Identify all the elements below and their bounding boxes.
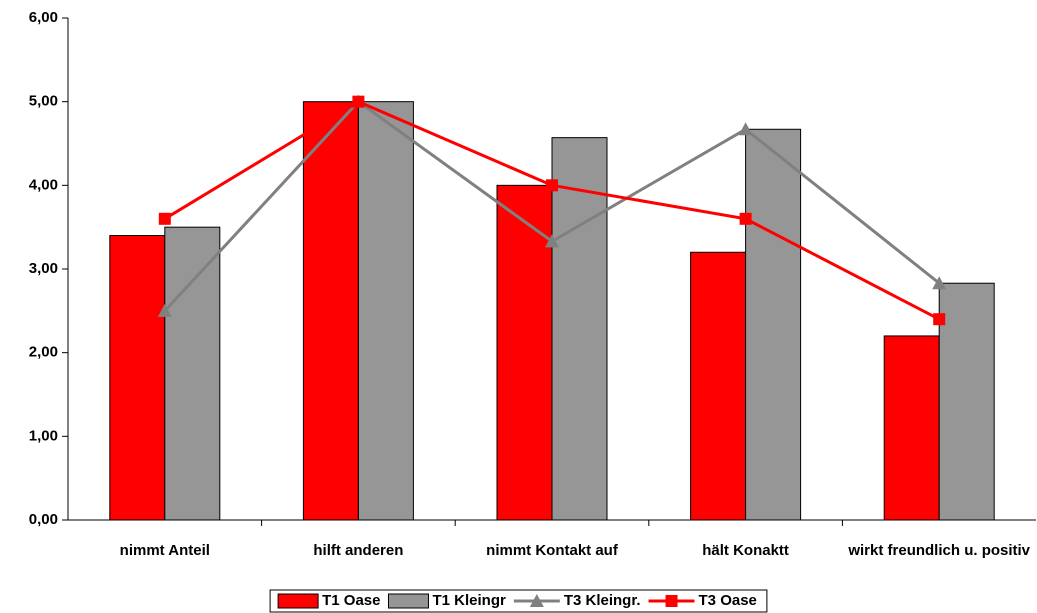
legend-marker [665,595,678,607]
marker [738,122,753,136]
x-tick-label: nimmt Kontakt auf [486,542,618,559]
bar [745,128,802,521]
marker [157,303,172,317]
marker [933,313,946,326]
marker [545,234,559,248]
bar [164,226,221,521]
legend-label: T1 Oase [322,592,380,609]
legend: T1 Oase T1 Kleingr T3 Kleingr. T3 Oase [269,589,768,613]
x-tick-label: nimmt Anteil [119,542,210,559]
y-tick-label: 1,00 [29,427,58,444]
marker [158,212,171,225]
bar [690,251,747,521]
legend-swatch [277,593,319,609]
x-tick-label: hält Konaktt [702,542,789,559]
legend-label: T3 Oase [699,592,757,609]
y-tick-label: 3,00 [29,260,58,277]
bar [551,137,608,521]
marker [932,276,947,290]
bar [302,101,359,521]
y-tick-label: 2,00 [29,344,58,361]
legend-marker [529,594,544,607]
marker [546,179,558,192]
bar [938,282,995,521]
x-tick-label: hilft anderen [313,542,404,559]
y-tick-label: 5,00 [29,93,58,110]
bar [883,335,940,521]
legend-label: T1 Kleingr [432,592,506,609]
bar [496,184,553,521]
y-tick-label: 0,00 [29,511,58,528]
marker [352,95,365,108]
legend-label: T3 Kleingr. [564,592,641,609]
legend-swatch [387,593,429,609]
y-tick-label: 6,00 [29,9,58,26]
y-tick-label: 4,00 [29,176,58,193]
bar [357,101,414,521]
x-tick-label: wirkt freundlich u. positiv [848,542,1031,559]
marker [739,212,752,225]
bar [109,235,166,521]
